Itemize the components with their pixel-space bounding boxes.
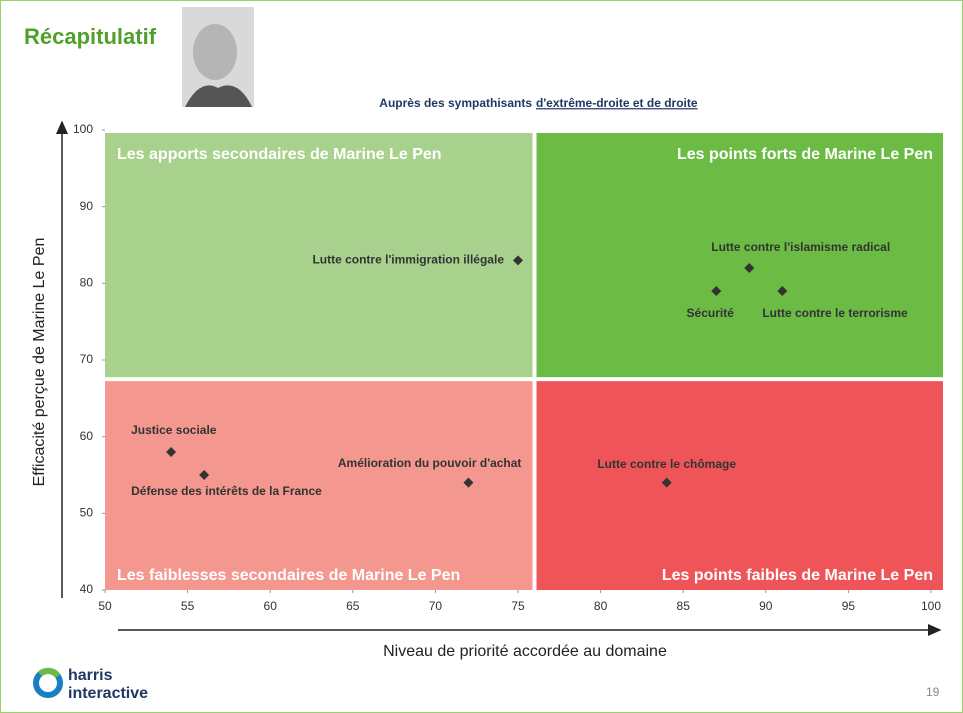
point-label: Justice sociale bbox=[131, 423, 217, 437]
plot: Les apports secondaires de Marine Le Pen… bbox=[73, 122, 943, 613]
logo-text: interactive bbox=[68, 685, 148, 702]
quadrant-label: Les apports secondaires de Marine Le Pen bbox=[117, 146, 442, 163]
point-label: Lutte contre le chômage bbox=[597, 457, 736, 471]
subtitle-link: d'extrême-droite et de droite bbox=[536, 96, 698, 110]
point bbox=[744, 263, 755, 273]
point-label: Amélioration du pouvoir d'achat bbox=[338, 456, 522, 470]
quadrant-label: Les points faibles de Marine Le Pen bbox=[662, 567, 933, 584]
slide-title: Récapitulatif bbox=[24, 24, 157, 49]
y-tick-label: 90 bbox=[80, 199, 94, 213]
page-number: 19 bbox=[926, 685, 940, 699]
quadrant bbox=[105, 133, 533, 378]
x-tick-label: 60 bbox=[264, 599, 278, 613]
point-label: Défense des intérêts de la France bbox=[131, 484, 322, 498]
x-tick-label: 100 bbox=[921, 599, 941, 613]
point bbox=[661, 477, 672, 488]
y-tick-label: 100 bbox=[73, 122, 93, 136]
quadrant bbox=[536, 133, 943, 378]
x-tick-label: 70 bbox=[429, 599, 443, 613]
logo-arc bbox=[37, 667, 61, 678]
portrait bbox=[182, 7, 254, 107]
x-tick-label: 90 bbox=[759, 599, 773, 613]
photo-face bbox=[193, 24, 237, 80]
quadrant-label: Les faiblesses secondaires de Marine Le … bbox=[117, 567, 460, 584]
point bbox=[513, 255, 523, 266]
y-tick-label: 60 bbox=[80, 429, 94, 443]
point-label: Lutte contre l'immigration illégale bbox=[312, 253, 504, 267]
x-axis-label: Niveau de priorité accordée au domaine bbox=[383, 643, 667, 660]
x-tick-label: 65 bbox=[346, 599, 360, 613]
x-tick-label: 95 bbox=[842, 599, 856, 613]
point bbox=[199, 470, 210, 480]
point bbox=[463, 477, 474, 488]
x-tick-label: 55 bbox=[181, 599, 195, 613]
point bbox=[777, 286, 788, 296]
y-tick-label: 70 bbox=[80, 352, 94, 366]
x-tick-label: 50 bbox=[98, 599, 112, 613]
point bbox=[166, 447, 177, 457]
logo-text: harris bbox=[68, 667, 113, 684]
photo-body bbox=[185, 85, 252, 107]
point-label: Sécurité bbox=[687, 306, 735, 320]
point-label: Lutte contre l'islamisme radical bbox=[711, 240, 890, 254]
x-tick-label: 80 bbox=[594, 599, 608, 613]
point bbox=[711, 286, 722, 296]
x-tick-label: 85 bbox=[677, 599, 691, 613]
y-tick-label: 80 bbox=[80, 276, 94, 290]
y-tick-label: 50 bbox=[80, 506, 94, 520]
quadrant-label: Les points forts de Marine Le Pen bbox=[677, 146, 933, 163]
y-tick-label: 40 bbox=[80, 582, 94, 596]
logo: harris interactive bbox=[33, 667, 148, 702]
x-tick-label: 75 bbox=[511, 599, 525, 613]
subtitle: Auprès des sympathisants bbox=[379, 96, 532, 110]
point-label: Lutte contre le terrorisme bbox=[762, 306, 908, 320]
quadrant bbox=[536, 381, 943, 590]
quadrant bbox=[105, 381, 533, 590]
y-axis-label: Efficacité perçue de Marine Le Pen bbox=[31, 238, 48, 487]
